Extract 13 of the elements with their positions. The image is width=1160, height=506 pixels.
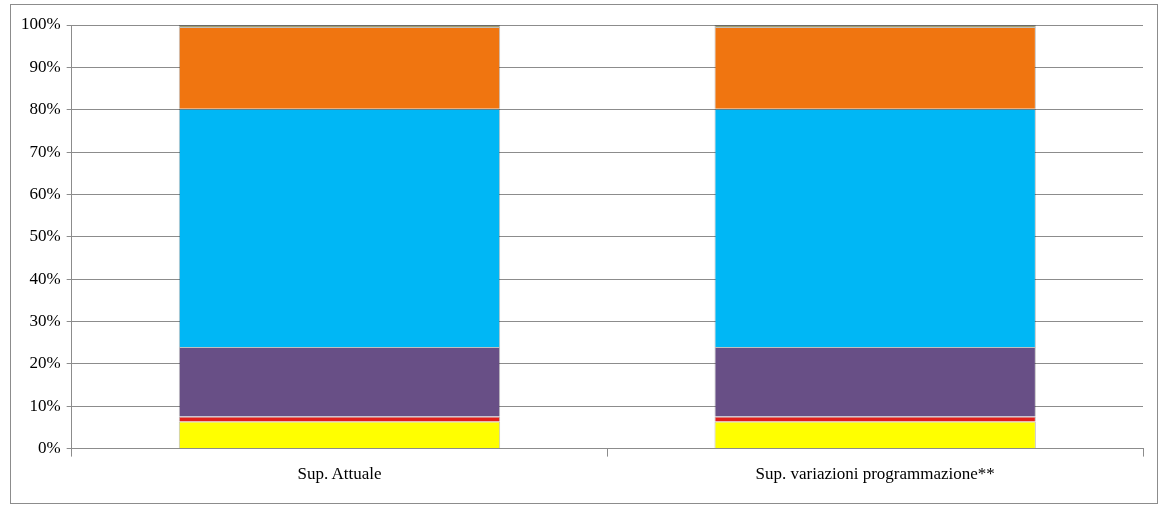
- y-tick-label: 0%: [37, 438, 61, 458]
- y-tick-label: 100%: [20, 14, 61, 34]
- y-tick-label: 40%: [29, 268, 61, 288]
- y-tick-label: 90%: [29, 56, 61, 76]
- y-tick-label: 80%: [29, 99, 61, 119]
- y-tick-label: 10%: [29, 395, 61, 415]
- y-tick-label: 30%: [29, 310, 61, 330]
- y-tick-label: 20%: [29, 353, 61, 373]
- x-tick-label: Sup. Attuale: [297, 464, 382, 484]
- y-tick-label: 70%: [29, 141, 61, 161]
- x-tick-label: Sup. variazioni programmazione**: [755, 464, 995, 484]
- y-tick-label: 50%: [29, 226, 61, 246]
- y-tick-label: 60%: [29, 183, 61, 203]
